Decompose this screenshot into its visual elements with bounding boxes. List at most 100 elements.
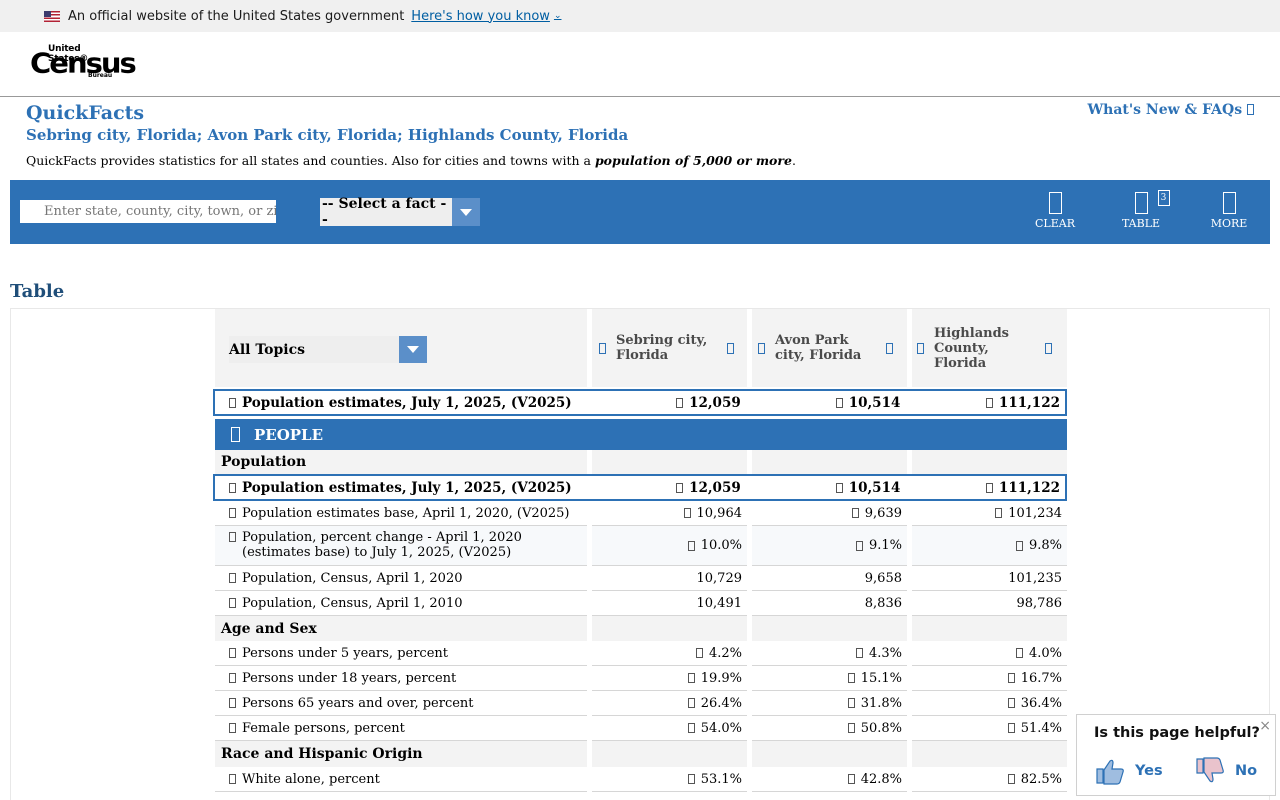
category-cell: [752, 741, 907, 767]
remove-column-icon[interactable]: [1045, 342, 1052, 354]
source-icon: [985, 482, 993, 493]
section-people[interactable]: PEOPLE: [215, 419, 1067, 450]
row-label: Population, Census, April 1, 2020: [215, 566, 587, 591]
feedback-no-label: No: [1235, 763, 1258, 779]
how-you-know-label: Here's how you know: [411, 8, 550, 24]
header-cell-col1: [592, 309, 747, 387]
close-icon[interactable]: ×: [1259, 718, 1271, 734]
thumbs-up-icon: [1096, 759, 1124, 785]
info-icon: [229, 508, 236, 518]
info-icon: [229, 573, 236, 583]
value-text: 4.3%: [868, 645, 902, 661]
page-description: QuickFacts provides statistics for all s…: [26, 153, 796, 168]
clear-icon: [1048, 192, 1062, 214]
info-icon: [229, 774, 236, 784]
info-icon: [229, 723, 236, 733]
how-you-know-link[interactable]: Here's how you know ⌄: [411, 9, 561, 24]
header-cell-col3: [912, 309, 1067, 387]
value-text: 101,234: [1008, 505, 1062, 521]
select-fact-dropdown[interactable]: -- Select a fact --: [320, 196, 480, 228]
row-label-text: Persons 65 years and over, percent: [242, 695, 474, 711]
source-icon: [676, 397, 684, 408]
info-icon: [229, 532, 236, 542]
row-label: Population, Census, April 1, 2010: [215, 591, 587, 616]
feedback-no-button[interactable]: No: [1195, 757, 1257, 785]
row-label: Persons under 18 years, percent: [215, 666, 587, 691]
info-icon: [229, 673, 236, 683]
row-value: 9.1%: [752, 526, 907, 566]
column-header-avon-park[interactable]: Avon Park city, Florida: [758, 309, 903, 387]
info-icon: [229, 598, 236, 608]
table-row[interactable]: Population estimates base, April 1, 2020…: [215, 501, 1067, 526]
row-label: Population, percent change - April 1, 20…: [215, 526, 587, 566]
category-cell: [592, 616, 747, 641]
table-row-headline[interactable]: Population estimates, July 1, 2025, (V20…: [213, 389, 1067, 416]
search-input[interactable]: [20, 200, 276, 223]
value-text: 9.8%: [1028, 538, 1062, 553]
more-button[interactable]: MORE: [1199, 192, 1259, 236]
value-text: 53.1%: [700, 771, 742, 787]
row-value: 10,729: [592, 566, 747, 591]
value-text: 31.8%: [860, 695, 902, 711]
row-label: Persons under 5 years, percent: [215, 641, 587, 666]
whats-new-link[interactable]: What's New & FAQs: [1087, 102, 1254, 118]
column-label: Avon Park city, Florida: [775, 333, 862, 363]
section-label: PEOPLE: [215, 419, 1067, 450]
info-icon: [229, 648, 236, 658]
logo-line-2: Census: [30, 46, 137, 80]
value-text: 4.0%: [1028, 645, 1062, 661]
facts-table: All Topics Sebring city, Florida Avon Pa…: [10, 308, 1270, 800]
people-icon: [231, 427, 240, 442]
feedback-question: Is this page helpful?: [1094, 725, 1260, 741]
table-row[interactable]: Persons under 18 years, percent 19.9% 15…: [215, 666, 1067, 691]
source-icon: [1007, 673, 1015, 683]
source-icon: [847, 673, 855, 683]
table-button[interactable]: 3 TABLE: [1111, 190, 1171, 236]
value-text: 36.4%: [1020, 695, 1062, 711]
category-cell: [912, 450, 1067, 474]
category-cell: [752, 616, 907, 641]
row-value: 31.8%: [752, 691, 907, 716]
column-header-sebring[interactable]: Sebring city, Florida: [599, 309, 744, 387]
value-text: 26.4%: [700, 695, 742, 711]
all-topics-label: All Topics: [229, 341, 306, 358]
all-topics-dropdown[interactable]: All Topics: [229, 336, 427, 363]
value-text: 15.1%: [860, 670, 902, 686]
source-icon: [855, 540, 863, 551]
table-row[interactable]: Female persons, percent 54.0% 50.8% 51.4…: [215, 716, 1067, 741]
table-row[interactable]: White alone, percent 53.1% 42.8% 82.5%: [215, 767, 1067, 792]
value-text: 9,639: [864, 505, 902, 521]
row-label-text: White alone, percent: [242, 771, 380, 787]
more-icon: [1222, 192, 1236, 214]
category-race: Race and Hispanic Origin: [215, 741, 1067, 767]
row-label-text: Female persons, percent: [242, 720, 405, 736]
table-row[interactable]: Population, percent change - April 1, 20…: [215, 526, 1067, 566]
table-row[interactable]: Persons 65 years and over, percent 26.4%…: [215, 691, 1067, 716]
value-text: 10,514: [848, 394, 901, 411]
row-value: 10,514: [751, 476, 906, 499]
row-value: 12,059: [591, 476, 746, 499]
row-value: 16.7%: [912, 666, 1067, 691]
source-icon: [695, 648, 703, 658]
feedback-yes-button[interactable]: Yes: [1095, 757, 1163, 785]
category-cell: [592, 450, 747, 474]
clear-button[interactable]: CLEAR: [1025, 192, 1085, 236]
table-row[interactable]: Population, Census, April 1, 2020 10,729…: [215, 566, 1067, 591]
row-value: 10.0%: [592, 526, 747, 566]
table-row[interactable]: Population, Census, April 1, 2010 10,491…: [215, 591, 1067, 616]
column-header-highlands[interactable]: Highlands County, Florida: [917, 309, 1062, 387]
remove-column-icon[interactable]: [886, 342, 893, 354]
source-icon: [1007, 698, 1015, 708]
census-logo[interactable]: United States® Census Bureau: [30, 44, 137, 84]
remove-column-icon[interactable]: [727, 342, 734, 354]
info-icon: [229, 698, 236, 708]
table-row[interactable]: Persons under 5 years, percent 4.2% 4.3%…: [215, 641, 1067, 666]
row-value: 82.5%: [912, 767, 1067, 792]
row-value: 15.1%: [752, 666, 907, 691]
table-row[interactable]: Population estimates, July 1, 2025, (V20…: [213, 474, 1067, 501]
row-value: 111,122: [910, 391, 1065, 414]
row-value: 101,234: [912, 501, 1067, 526]
value-text: 82.5%: [1020, 771, 1062, 787]
category-population: Population: [215, 450, 1067, 474]
row-value: 19.9%: [592, 666, 747, 691]
